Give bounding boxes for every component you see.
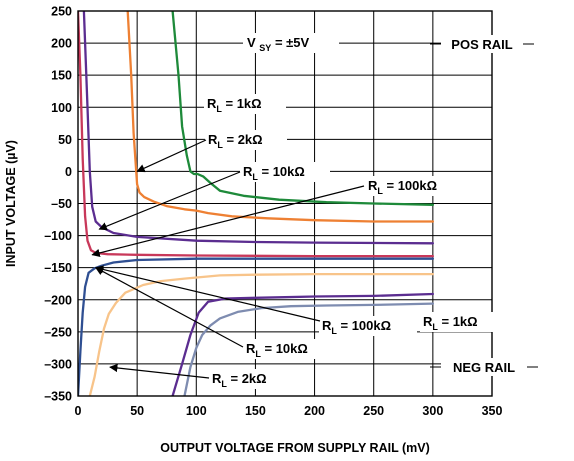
y-tick-label-6: –50 <box>51 197 72 211</box>
load-label-subscript-neg-2k: L <box>221 379 227 389</box>
load-label-neg-10k: RL = 10kΩ <box>246 341 308 359</box>
load-label-symbol-neg-1k: R <box>423 314 433 329</box>
load-label-value-pos-10k: = 10kΩ <box>258 164 305 179</box>
arrow-neg-10k <box>95 267 244 348</box>
x-tick-label-200: 200 <box>304 404 325 418</box>
load-label-symbol-pos-2k: R <box>208 132 218 147</box>
y-tick-label-5: 0 <box>65 165 72 179</box>
y-axis-title: INPUT VOLTAGE (µV) <box>4 140 18 267</box>
arrow-pos-2k <box>136 139 207 173</box>
load-label-value-neg-1k: = 1kΩ <box>438 314 478 329</box>
load-label-subscript-pos-1k: L <box>216 104 222 114</box>
load-label-value-pos-2k: = 2kΩ <box>223 132 263 147</box>
y-tick-label-1: 200 <box>51 37 72 51</box>
pos-rail-label: POS RAIL <box>451 37 512 52</box>
supply-voltage-subscript: SY <box>259 43 271 53</box>
pos-rail-label-background <box>441 35 523 53</box>
neg-rail-label-background <box>441 358 527 376</box>
load-label-subscript-neg-10k: L <box>255 349 261 359</box>
load-label-background-neg-1k <box>420 312 502 332</box>
load-label-value-neg-100k: = 100kΩ <box>337 318 391 333</box>
supply-label-background <box>243 33 339 53</box>
load-label-subscript-neg-100k: L <box>331 326 337 336</box>
load-label-symbol-pos-100k: R <box>368 178 378 193</box>
supply-voltage-symbol: V <box>247 35 256 50</box>
load-label-neg-2k: RL = 2kΩ <box>212 371 267 389</box>
x-axis-title: OUTPUT VOLTAGE FROM SUPPLY RAIL (mV) <box>160 441 429 455</box>
load-label-pos-10k: RL = 10kΩ <box>243 164 305 182</box>
y-tick-label-8: –150 <box>44 261 72 275</box>
load-label-subscript-pos-100k: L <box>377 186 383 196</box>
load-label-symbol-neg-2k: R <box>212 371 222 386</box>
x-tick-label-100: 100 <box>186 404 207 418</box>
supply-voltage-value: = ±5V <box>275 35 310 50</box>
y-tick-label-11: –300 <box>44 357 72 371</box>
load-label-background-neg-100k <box>319 316 417 336</box>
load-label-background-pos-2k <box>205 130 287 150</box>
neg-rail-label: NEG RAIL <box>453 360 515 375</box>
load-label-value-pos-1k: = 1kΩ <box>222 96 262 111</box>
tick-layer: 0 50 100 150 200 250 300 350 250 200 150 100 50 0 –50 –… <box>44 5 502 419</box>
x-tick-label-300: 300 <box>422 404 443 418</box>
y-tick-label-0: 250 <box>51 5 72 19</box>
load-label-background-neg-2k <box>209 369 291 389</box>
arrow-neg-2k <box>109 363 210 379</box>
curve-pos-rail-rl-1kohm <box>171 11 435 206</box>
curve-pos-rail-rl-2kohm <box>126 11 435 223</box>
load-label-subscript-pos-10k: L <box>252 172 258 182</box>
x-tick-label-0: 0 <box>75 404 82 418</box>
load-label-neg-100k: RL = 100kΩ <box>322 318 391 336</box>
load-label-symbol-pos-10k: R <box>243 164 253 179</box>
x-tick-label-250: 250 <box>363 404 384 418</box>
load-label-value-pos-100k: = 100kΩ <box>383 178 437 193</box>
load-label-subscript-pos-2k: L <box>217 140 223 150</box>
load-label-symbol-pos-1k: R <box>207 96 217 111</box>
curve-neg-rail-rl-1kohm <box>183 302 435 396</box>
load-label-neg-1k: RL = 1kΩ <box>423 314 478 332</box>
x-tick-label-350: 350 <box>482 404 503 418</box>
annotation-layer: V SY = ±5V POS RAIL NEG RAIL RL = 1kΩRL … <box>91 33 538 389</box>
load-label-background-pos-1k <box>204 94 286 114</box>
load-label-symbol-neg-10k: R <box>246 341 256 356</box>
supply-voltage-label: V SY = ±5V <box>247 35 310 54</box>
load-label-symbol-neg-100k: R <box>322 318 332 333</box>
load-label-pos-100k: RL = 100kΩ <box>368 178 437 196</box>
load-label-pos-2k: RL = 2kΩ <box>208 132 263 150</box>
arrow-pos-10k <box>98 171 241 231</box>
y-tick-label-2: 150 <box>51 69 72 83</box>
y-tick-label-9: –200 <box>44 293 72 307</box>
x-tick-label-50: 50 <box>130 404 144 418</box>
grid-layer <box>78 11 492 396</box>
load-label-background-pos-10k <box>240 162 330 182</box>
y-tick-label-10: –250 <box>44 325 72 339</box>
x-tick-label-150: 150 <box>245 404 266 418</box>
arrow-pos-100k <box>91 185 365 258</box>
load-label-pos-1k: RL = 1kΩ <box>207 96 262 114</box>
load-label-arrows <box>91 139 365 379</box>
load-label-subscript-neg-1k: L <box>432 322 438 332</box>
y-tick-label-12: –350 <box>44 390 72 404</box>
y-tick-label-4: 50 <box>58 133 72 147</box>
load-label-background-neg-10k <box>243 339 333 359</box>
y-tick-label-3: 100 <box>51 101 72 115</box>
plot-frame <box>77 10 493 397</box>
load-label-value-neg-10k: = 10kΩ <box>261 341 308 356</box>
load-label-background-pos-100k <box>365 176 463 196</box>
y-tick-label-7: –100 <box>44 229 72 243</box>
arrow-neg-100k <box>94 265 321 322</box>
load-label-value-neg-2k: = 2kΩ <box>227 371 267 386</box>
